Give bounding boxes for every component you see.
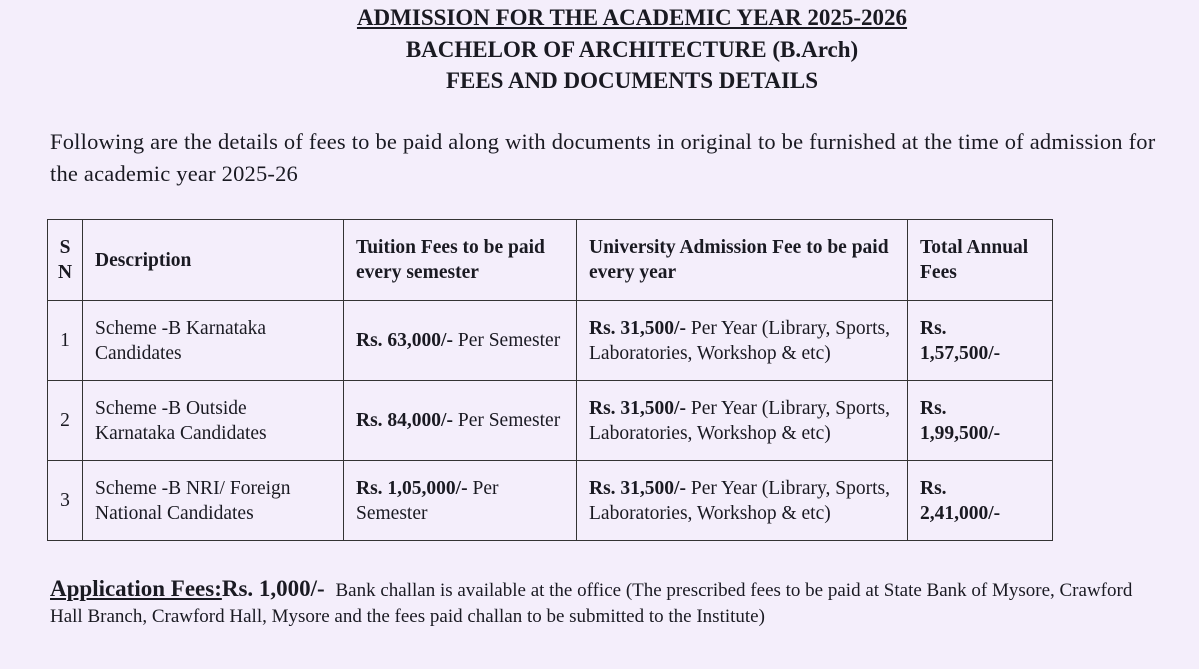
tuition-unit: Per Semester xyxy=(457,410,561,431)
header-description: Description xyxy=(82,219,344,301)
university-detail: Per Year (Library, Sports, Laboratories,… xyxy=(589,397,890,444)
table-row: 1 Scheme -B Karnataka Candidates Rs. 63,… xyxy=(47,300,1053,381)
university-amount: Rs. 31,500/- xyxy=(589,477,686,499)
total-amount: 1,57,500/- xyxy=(920,342,1001,364)
tuition-amount: Rs. 84,000/- xyxy=(356,410,453,431)
application-fees-label: Application Fees: xyxy=(50,576,222,601)
tuition-unit: Per Semester xyxy=(356,477,499,524)
cell-tuition: Rs. 1,05,000/- Per Semester xyxy=(343,460,577,541)
university-detail: Per Year (Library, Sports, Laboratories,… xyxy=(589,317,890,364)
table-row: 2 Scheme -B Outside Karnataka Candidates… xyxy=(47,380,1053,461)
tuition-amount: Rs. 63,000/- xyxy=(356,330,453,351)
heading-program: BACHELOR OF ARCHITECTURE (B.Arch) xyxy=(405,37,859,62)
cell-description: Scheme -B NRI/ Foreign National Candidat… xyxy=(82,460,344,541)
header-total: Total Annual Fees xyxy=(907,219,1053,301)
heading-admission-year: ADMISSION FOR THE ACADEMIC YEAR 2025-202… xyxy=(356,5,908,30)
cell-university-fee: Rs. 31,500/- Per Year (Library, Sports, … xyxy=(576,460,908,541)
tuition-unit: Per Semester xyxy=(457,330,561,351)
cell-total: Rs. 1,57,500/- xyxy=(907,300,1053,381)
heading-fees-documents: FEES AND DOCUMENTS DETAILS xyxy=(445,68,819,93)
tuition-amount: Rs. 1,05,000/- xyxy=(356,477,468,499)
cell-tuition: Rs. 84,000/- Per Semester xyxy=(343,380,577,461)
total-prefix: Rs. xyxy=(920,477,947,499)
table-header-row: S N Description Tuition Fees to be paid … xyxy=(47,219,1053,301)
fees-table: S N Description Tuition Fees to be paid … xyxy=(47,219,1053,541)
header-tuition: Tuition Fees to be paid every semester xyxy=(343,219,577,301)
cell-tuition: Rs. 63,000/- Per Semester xyxy=(343,300,577,381)
total-prefix: Rs. xyxy=(920,317,947,339)
cell-sn: 2 xyxy=(47,380,83,461)
application-fees-amount: Rs. 1,000/- xyxy=(221,576,325,601)
total-amount: 2,41,000/- xyxy=(920,502,1001,524)
application-fees-note: Bank challan is available at the office … xyxy=(50,580,1133,627)
cell-university-fee: Rs. 31,500/- Per Year (Library, Sports, … xyxy=(576,380,908,461)
header-sn: S N xyxy=(47,219,83,301)
cell-university-fee: Rs. 31,500/- Per Year (Library, Sports, … xyxy=(576,300,908,381)
total-prefix: Rs. xyxy=(920,397,947,419)
university-amount: Rs. 31,500/- xyxy=(589,397,686,419)
university-amount: Rs. 31,500/- xyxy=(589,317,686,339)
table-row: 3 Scheme -B NRI/ Foreign National Candid… xyxy=(47,460,1053,541)
cell-sn: 3 xyxy=(47,460,83,541)
total-amount: 1,99,500/- xyxy=(920,422,1001,444)
header-university-fee: University Admission Fee to be paid ever… xyxy=(576,219,908,301)
cell-total: Rs. 1,99,500/- xyxy=(907,380,1053,461)
application-fees: Application Fees:Rs. 1,000/- Bank challa… xyxy=(50,576,1150,630)
cell-description: Scheme -B Karnataka Candidates xyxy=(82,300,344,381)
cell-description: Scheme -B Outside Karnataka Candidates xyxy=(82,380,344,461)
cell-sn: 1 xyxy=(47,300,83,381)
university-detail: Per Year (Library, Sports, Laboratories,… xyxy=(589,477,890,524)
intro-paragraph: Following are the details of fees to be … xyxy=(50,129,1156,186)
cell-total: Rs. 2,41,000/- xyxy=(907,460,1053,541)
